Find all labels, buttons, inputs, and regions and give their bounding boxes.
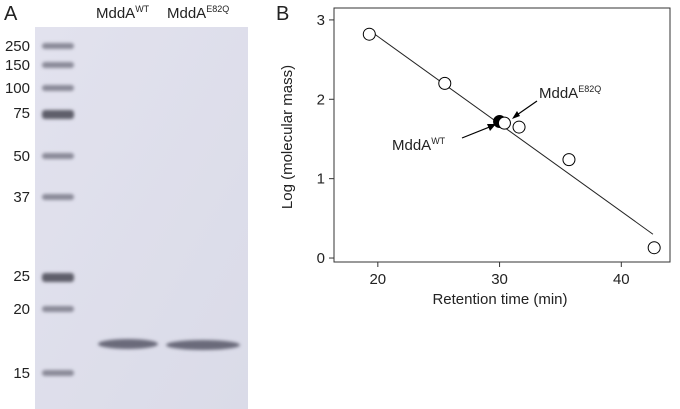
annotation-sup: E82Q [578, 84, 601, 94]
marker-band [42, 85, 74, 91]
panel-label: B [276, 3, 289, 25]
data-point [438, 76, 452, 90]
y-axis-label: Log (molecular mass) [279, 65, 296, 209]
lane-label: MddAE82Q [167, 4, 229, 22]
marker-label: 25 [13, 268, 30, 285]
data-point [512, 120, 526, 134]
marker-band [42, 62, 74, 68]
marker-band [42, 153, 74, 159]
marker-band [42, 306, 74, 312]
annotation-sup: WT [431, 136, 445, 146]
marker-band [42, 43, 74, 49]
lane-label: MddAWT [96, 4, 150, 22]
lane-sup: WT [135, 4, 149, 14]
data-point [562, 153, 576, 167]
marker-label: 75 [13, 105, 30, 122]
data-point [362, 27, 376, 41]
fit-line [367, 29, 654, 235]
marker-label: 15 [13, 365, 30, 382]
protein-band [166, 340, 240, 350]
marker-ladder [42, 43, 74, 376]
gel [35, 27, 248, 409]
lane-name: MddA [96, 5, 135, 22]
annotation: MddAWT [392, 136, 446, 154]
y-tick-label: 2 [317, 91, 325, 108]
y-tick-label: 3 [317, 12, 325, 29]
marker-band [42, 370, 74, 376]
plot-frame [333, 7, 671, 263]
arrow [461, 125, 493, 139]
annotation: MddAE82Q [539, 84, 601, 102]
x-axis-label: Retention time (min) [432, 291, 567, 308]
arrowhead [487, 124, 496, 131]
x-tick-label: 20 [369, 271, 386, 288]
x-tick-label: 40 [613, 271, 630, 288]
marker-label: 50 [13, 148, 30, 165]
lane-sup: E82Q [206, 4, 229, 14]
arrowhead [512, 111, 520, 119]
protein-band [98, 339, 158, 349]
data-point [647, 241, 661, 255]
y-tick-label: 1 [317, 171, 325, 188]
marker-label: 150 [5, 57, 30, 74]
marker-band [42, 194, 74, 200]
marker-label: 20 [13, 301, 30, 318]
panel-label: A [4, 3, 18, 25]
data-point [497, 116, 511, 130]
marker-label: 250 [5, 38, 30, 55]
y-tick-label: 0 [317, 250, 325, 267]
marker-band [42, 273, 74, 282]
x-tick-label: 30 [491, 271, 508, 288]
plot: 20 30 40 0 1 2 3 [317, 12, 661, 288]
marker-band [42, 110, 74, 119]
annotation-text: MddA [392, 137, 431, 154]
annotation-text: MddA [539, 85, 578, 102]
lane-name: MddA [167, 5, 206, 22]
marker-label: 100 [5, 80, 30, 97]
marker-label: 37 [13, 189, 30, 206]
